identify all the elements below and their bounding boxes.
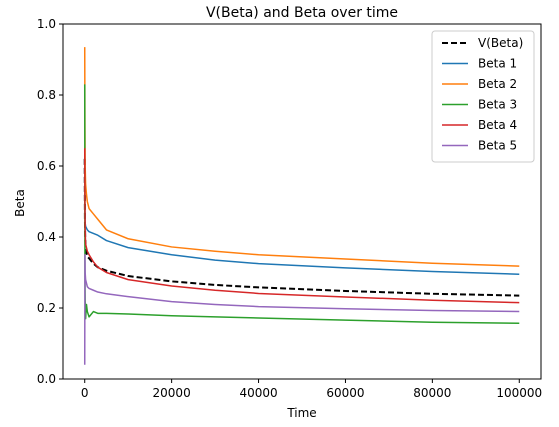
series-line-beta-4 — [83, 148, 520, 304]
y-tick-label: 1.0 — [37, 17, 56, 31]
x-tick-label: 80000 — [413, 386, 451, 400]
y-tick-label: 0.4 — [37, 230, 56, 244]
plot-area: 0 20000 40000 60000 80000 100000 0.0 0.2 0.4 0.6 0… — [37, 17, 542, 400]
x-tick-label: 20000 — [153, 386, 191, 400]
x-tick-label: 40000 — [239, 386, 277, 400]
chart-title: V(Beta) and Beta over time — [206, 5, 398, 21]
x-tick-label: 100000 — [496, 386, 542, 400]
legend-label: Beta 5 — [478, 139, 517, 153]
axes-frame — [62, 23, 542, 380]
legend-label: Beta 3 — [478, 98, 517, 112]
x-tick-label: 0 — [81, 386, 89, 400]
x-axis-label: Time — [286, 406, 316, 420]
legend-label: Beta 1 — [478, 57, 517, 71]
legend-label: Beta 2 — [478, 77, 517, 91]
y-tick-label: 0.8 — [37, 88, 56, 102]
series-line-beta-5 — [83, 254, 520, 365]
y-axis-label: Beta — [13, 189, 27, 217]
legend: V(Beta) Beta 1 Beta 2 Beta 3 Beta 4 Beta 5 — [431, 30, 535, 163]
y-tick-label: 0.6 — [37, 159, 56, 173]
y-tick-label: 0.0 — [37, 372, 56, 386]
legend-label: V(Beta) — [478, 36, 523, 50]
y-tick-label: 0.2 — [37, 301, 56, 315]
legend-label: Beta 4 — [478, 118, 517, 132]
x-tick-label: 60000 — [326, 386, 364, 400]
